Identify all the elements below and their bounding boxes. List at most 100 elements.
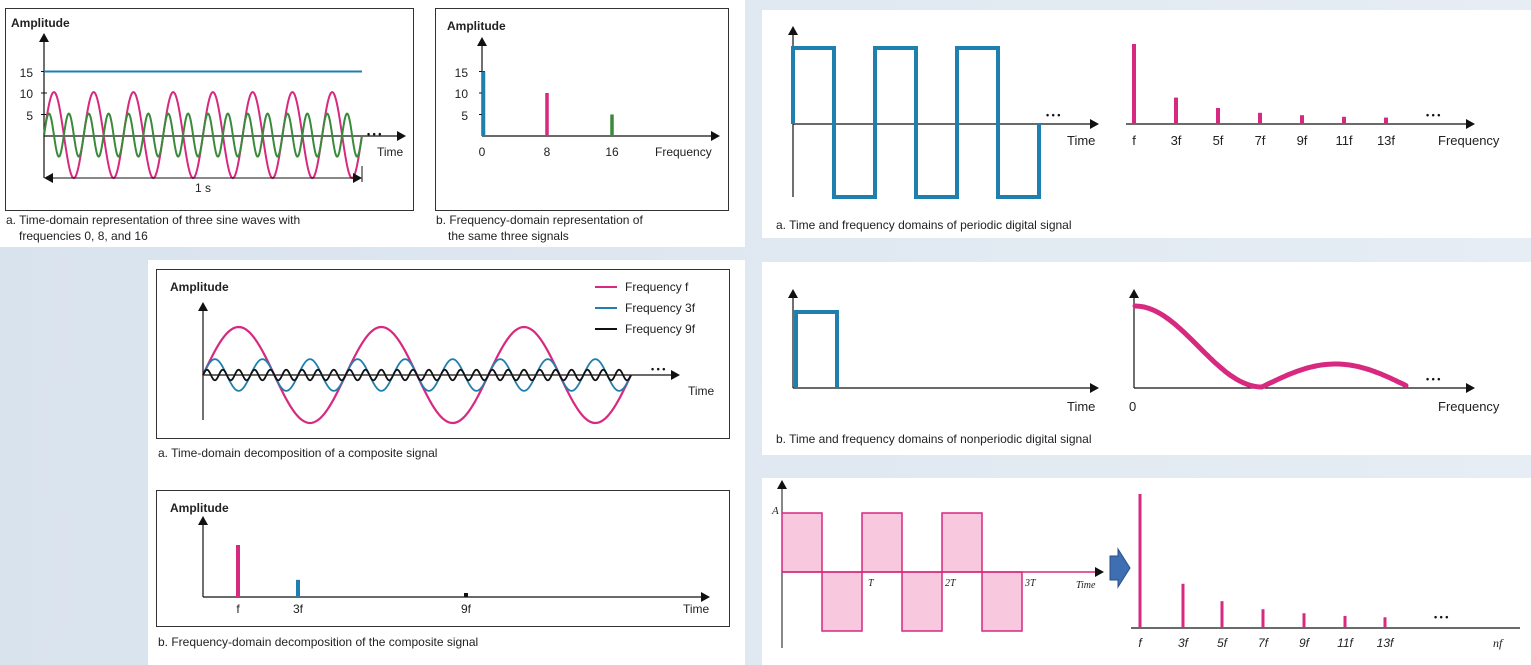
y-tick-label: 15 [20,66,34,80]
y-tick-label: 10 [455,87,469,101]
spectrum-tick-label: 3f [1178,636,1190,650]
pulse [794,310,839,388]
spectrum-bar-9f [1302,613,1306,628]
legend-label: Frequency 3f [625,301,696,315]
x-axis-arrow [397,131,406,141]
caption-c: a. Time-domain decomposition of a compos… [158,446,438,460]
bar-3f [296,579,300,597]
spectrum-tick-label: f [1132,133,1136,148]
spectrum-bar-7f [1258,112,1262,124]
x-tick-label: f [236,602,240,616]
period-label: T [868,578,875,589]
spectrum-bar-11f [1343,615,1347,628]
time-label: Time [1076,580,1096,591]
period-label: 3T [1024,578,1037,589]
ellipsis: • • • [1046,110,1060,120]
spectrum-tick-label: 7f [1255,133,1266,148]
ellipsis: • • • [651,364,665,374]
caption-f: b. Time and frequency domains of nonperi… [776,432,1092,446]
bar-0 [481,71,486,136]
spectrum-tick-label: 5f [1217,636,1229,650]
x-axis-arrow [711,131,720,141]
x-axis-label: Frequency [655,145,712,159]
spectrum-bar-f [1138,494,1142,628]
bar-f [236,545,240,597]
y-axis-label: Amplitude [170,501,229,515]
y-axis-label: Amplitude [447,19,506,33]
time-y-arrow [788,289,798,298]
spectrum-tick-label: 9f [1299,636,1311,650]
caption-b-line2: the same three signals [448,229,569,243]
frequency-label: Frequency [1438,133,1500,148]
square-wave [791,46,1041,199]
x-tick-label: 9f [461,602,472,616]
time-label: Time [1067,399,1095,414]
y-axis-arrow [39,33,49,42]
ellipsis: • • • [1426,110,1440,120]
wave-negative-half [901,571,943,632]
y-axis-arrow [477,37,487,46]
wave-negative-half [981,571,1023,632]
series-wave-2 [202,368,632,382]
x-axis-arrow [671,370,680,380]
bar-16 [610,114,614,136]
spectrum-tick-label: 7f [1258,636,1270,650]
duration-arrow-right [353,173,362,183]
x-axis-label: Time [683,602,710,616]
spectrum-bar-5f [1220,601,1224,628]
y-tick-label: 5 [26,109,33,123]
y-tick-label: 10 [20,87,34,101]
ellipsis: • • • [1426,374,1440,384]
chart-d-frame [156,490,730,627]
spectrum-bar-11f [1342,116,1346,124]
spectrum-tick-label: 13f [1377,133,1395,148]
legend-label: Frequency f [625,280,689,294]
caption-a-line2: frequencies 0, 8, and 16 [19,229,148,243]
bar-8 [545,93,549,136]
spectrum-tick-label: 11f [1335,133,1352,148]
caption-d: b. Frequency-domain decomposition of the… [158,635,479,649]
x-tick-label: 8 [544,145,551,159]
duration-arrow-left [44,173,53,183]
freq-x-arrow [1466,383,1475,393]
spectrum-bar-3f [1181,583,1185,628]
spectrum-tick-label: f [1138,636,1143,650]
y-tick-label: 5 [461,109,468,123]
y-axis-label: Amplitude [170,280,229,294]
x-end-label: nf [1493,636,1504,650]
spectrum-bar-13f [1383,617,1387,628]
caption-b-line1: b. Frequency-domain representation of [436,213,643,227]
y-axis-arrow [198,516,208,525]
series-wave-2 [43,112,363,158]
spectrum-bar-13f [1384,117,1388,124]
caption-e: a. Time and frequency domains of periodi… [776,218,1072,232]
wave-positive-half [861,512,903,573]
caption-a-line1: a. Time-domain representation of three s… [6,213,301,227]
spectrum-bar-3f [1174,97,1178,124]
time-x-arrow [1090,383,1099,393]
duration-label: 1 s [195,181,211,195]
continuous-spectrum [1132,303,1409,390]
x-tick-label: 3f [293,602,304,616]
transform-arrow-icon [1109,547,1131,589]
spectrum-tick-label: 3f [1171,133,1182,148]
y-label-a: A [771,505,779,517]
x-axis-arrow [701,592,710,602]
freq-y-arrow [1129,289,1139,298]
zero-label: 0 [1129,399,1136,414]
spectrum-tick-label: 9f [1297,133,1308,148]
spectrum-tick-label: 5f [1213,133,1224,148]
spectrum-bar-7f [1261,609,1265,628]
spectrum-bar-5f [1216,108,1220,124]
y-axis-arrow [198,302,208,311]
x-axis-label: Time [377,145,404,159]
panel-nonperiodic-digital-signal [762,262,1531,455]
freq-x-arrow [1466,119,1475,129]
spectrum-tick-label: 11f [1337,636,1354,650]
spectrum-bar-f [1132,44,1136,124]
spectrum-tick-label: 13f [1377,636,1395,650]
ellipsis: • • • [1434,612,1448,622]
